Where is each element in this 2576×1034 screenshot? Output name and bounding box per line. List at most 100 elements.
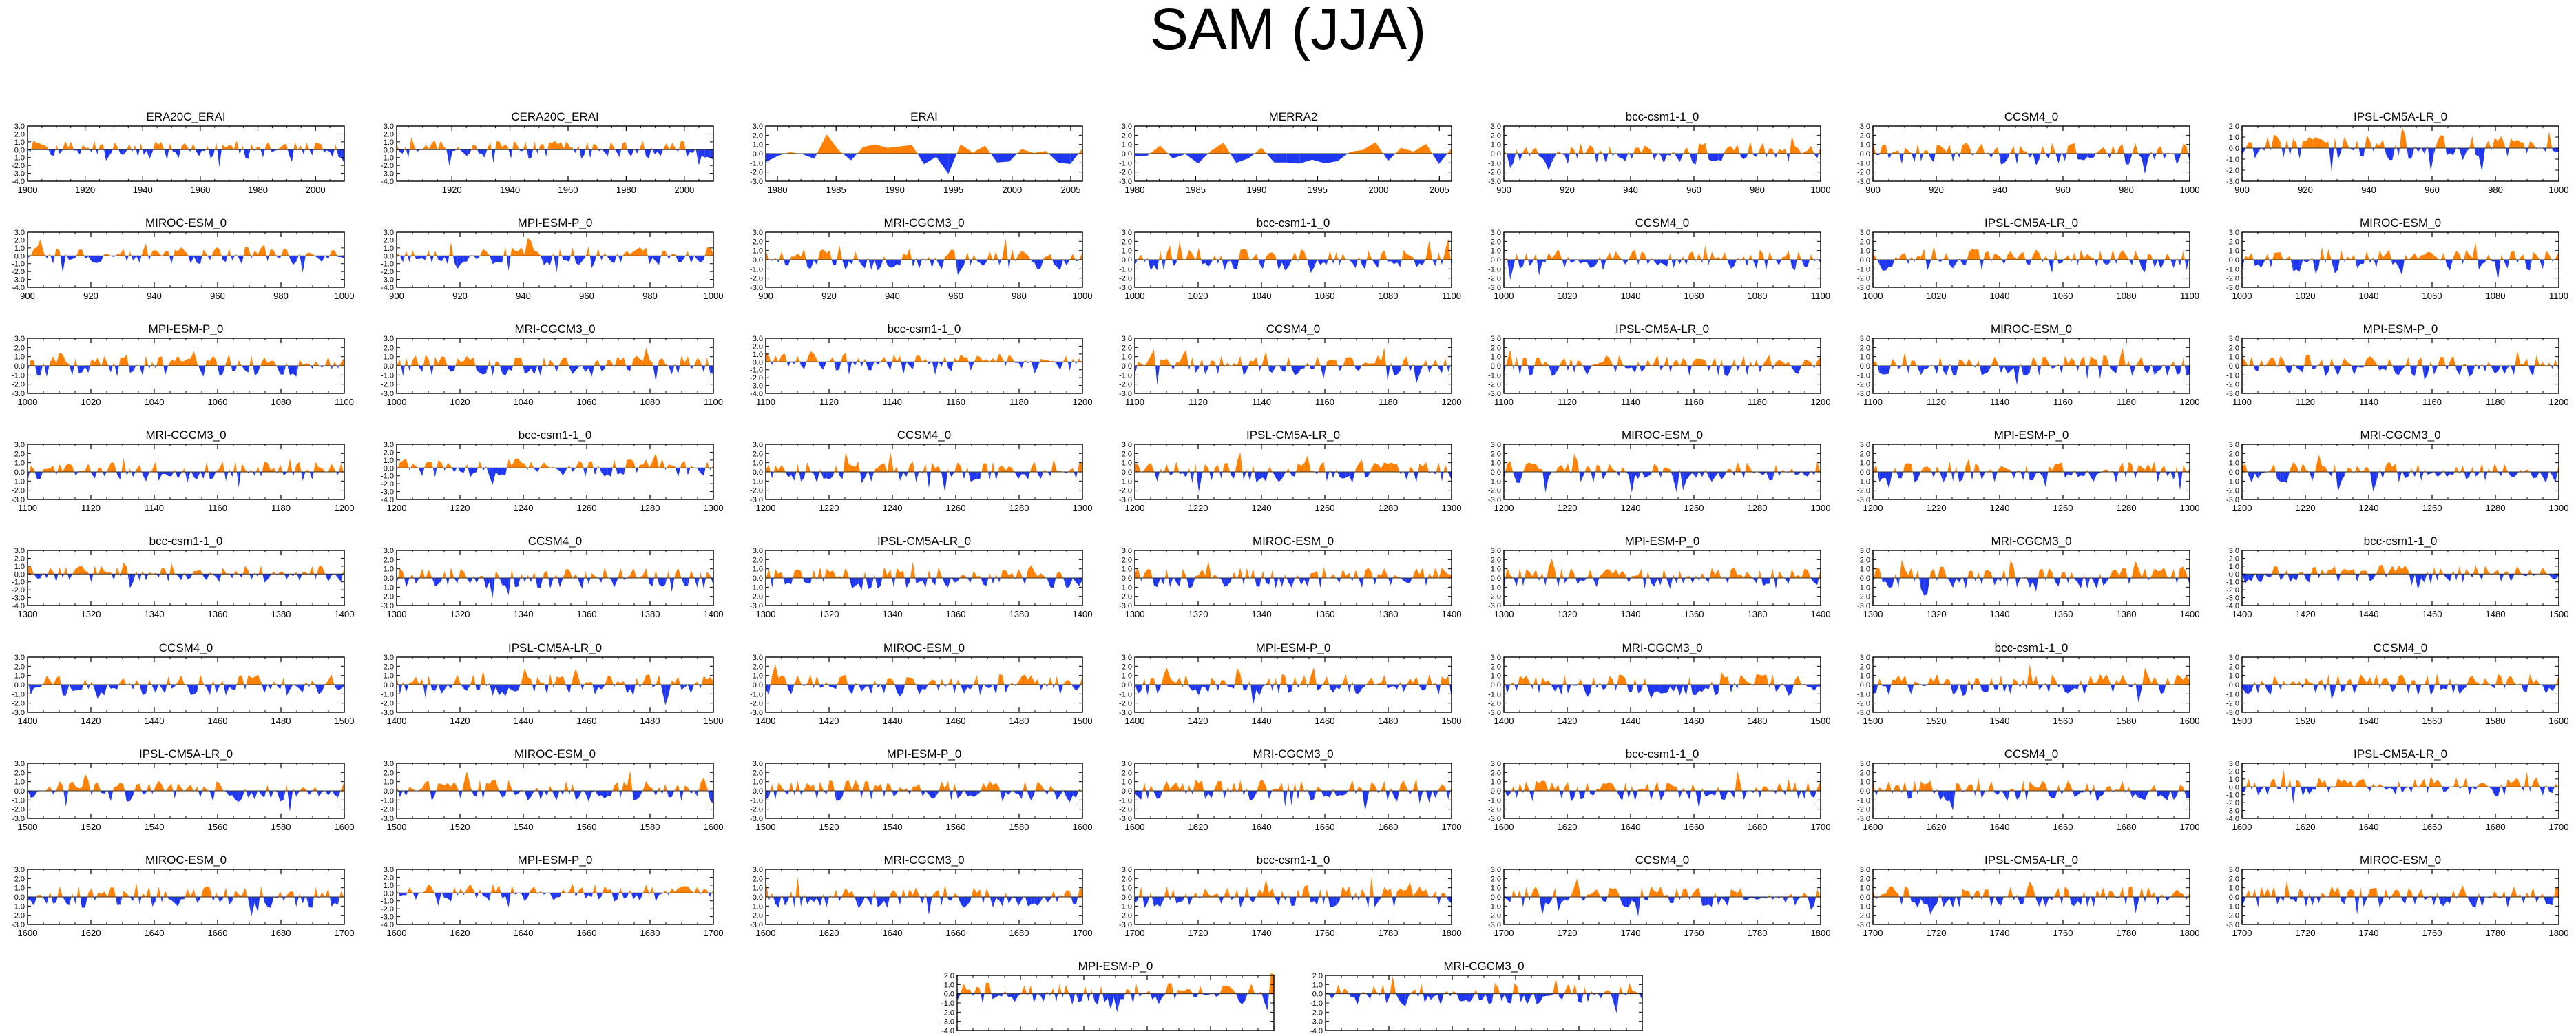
data-area — [98, 467, 101, 472]
data-area — [839, 245, 843, 260]
data-area — [293, 366, 297, 377]
data-area — [1172, 260, 1173, 267]
y-tick-label: 1.0 — [14, 245, 25, 253]
data-area — [1040, 358, 1045, 362]
y-tick-label: -3.0 — [1119, 178, 1132, 186]
data-area — [1397, 366, 1401, 375]
data-area — [271, 360, 274, 366]
data-area — [1361, 362, 1365, 366]
data-area — [1539, 154, 1542, 158]
data-area — [158, 141, 162, 150]
data-area — [2076, 154, 2078, 160]
y-tick-label: 1.0 — [1491, 247, 1501, 256]
data-area — [58, 149, 60, 154]
data-area — [169, 143, 170, 150]
y-tick-label: 1.0 — [1122, 353, 1132, 362]
data-area — [1766, 260, 1768, 270]
data-area — [1203, 366, 1206, 375]
data-area — [2498, 260, 2501, 280]
data-area — [901, 362, 903, 375]
data-area — [1911, 256, 1914, 260]
data-area — [1443, 357, 1445, 366]
data-area — [2177, 260, 2181, 266]
data-area — [434, 250, 437, 256]
y-tick-label: -2.0 — [381, 381, 394, 389]
data-area — [1205, 260, 1208, 267]
data-area — [2447, 260, 2451, 271]
data-area — [912, 260, 916, 267]
data-area — [178, 247, 182, 256]
data-area — [321, 144, 324, 150]
data-area — [1930, 154, 1934, 163]
x-tick-label: 1020 — [1558, 291, 1578, 301]
data-area — [1923, 150, 1925, 154]
data-area — [2491, 148, 2493, 150]
data-area — [128, 468, 130, 472]
data-area — [2555, 148, 2559, 153]
data-area — [1135, 260, 1138, 266]
data-area — [68, 141, 72, 150]
data-area — [1695, 260, 1696, 262]
data-area — [817, 260, 818, 265]
data-area — [467, 149, 470, 156]
data-area — [961, 144, 973, 154]
y-tick-label: -1.0 — [2226, 156, 2239, 164]
data-area — [1575, 360, 1578, 366]
data-area — [2466, 366, 2469, 377]
x-tick-label: 960 — [210, 291, 225, 301]
data-area — [2261, 359, 2264, 366]
y-tick-label: 0.0 — [14, 146, 25, 154]
data-area — [964, 260, 965, 265]
data-area — [260, 149, 263, 158]
data-area — [689, 149, 693, 153]
y-tick-label: -1.0 — [2226, 265, 2239, 273]
data-area — [987, 251, 990, 260]
data-area — [101, 355, 105, 366]
data-area — [1775, 154, 1778, 158]
data-area — [846, 260, 849, 271]
data-area — [1814, 260, 1817, 262]
data-area — [426, 250, 429, 256]
data-area — [1359, 256, 1361, 260]
data-area — [2501, 366, 2505, 375]
data-area — [611, 256, 614, 264]
x-tick-label: 920 — [821, 291, 837, 301]
data-area — [1750, 361, 1753, 366]
y-tick-label: 1.0 — [1491, 141, 1501, 149]
data-area — [1648, 359, 1651, 366]
data-area — [2344, 136, 2348, 148]
data-area — [207, 145, 209, 150]
data-area — [2398, 366, 2402, 375]
data-area — [2347, 144, 2350, 148]
data-area — [2478, 260, 2479, 270]
data-area — [1366, 250, 1369, 260]
data-area — [2258, 366, 2260, 372]
y-tick-label: 3.0 — [14, 441, 25, 449]
data-area — [1814, 154, 1818, 158]
data-area — [1516, 357, 1518, 366]
data-area — [415, 355, 419, 366]
data-area — [298, 359, 300, 366]
data-area — [258, 466, 260, 472]
data-area — [1188, 366, 1191, 371]
data-area — [114, 142, 118, 150]
data-area — [144, 355, 146, 366]
data-area — [1279, 260, 1282, 271]
data-area — [1510, 260, 1514, 280]
data-area — [1743, 154, 1748, 159]
data-area — [1981, 366, 1985, 375]
data-area — [308, 363, 311, 366]
data-area — [595, 360, 598, 366]
data-area — [823, 362, 827, 370]
data-area — [1949, 145, 1951, 154]
y-tick-label: -3.0 — [12, 496, 25, 504]
data-area — [2270, 148, 2272, 151]
data-area — [649, 359, 653, 366]
data-area — [2334, 136, 2337, 148]
data-area — [1896, 366, 1899, 369]
data-area — [248, 149, 251, 159]
data-area — [680, 355, 682, 366]
data-area — [1147, 355, 1151, 366]
data-area — [1789, 136, 1792, 154]
data-area — [573, 149, 576, 154]
